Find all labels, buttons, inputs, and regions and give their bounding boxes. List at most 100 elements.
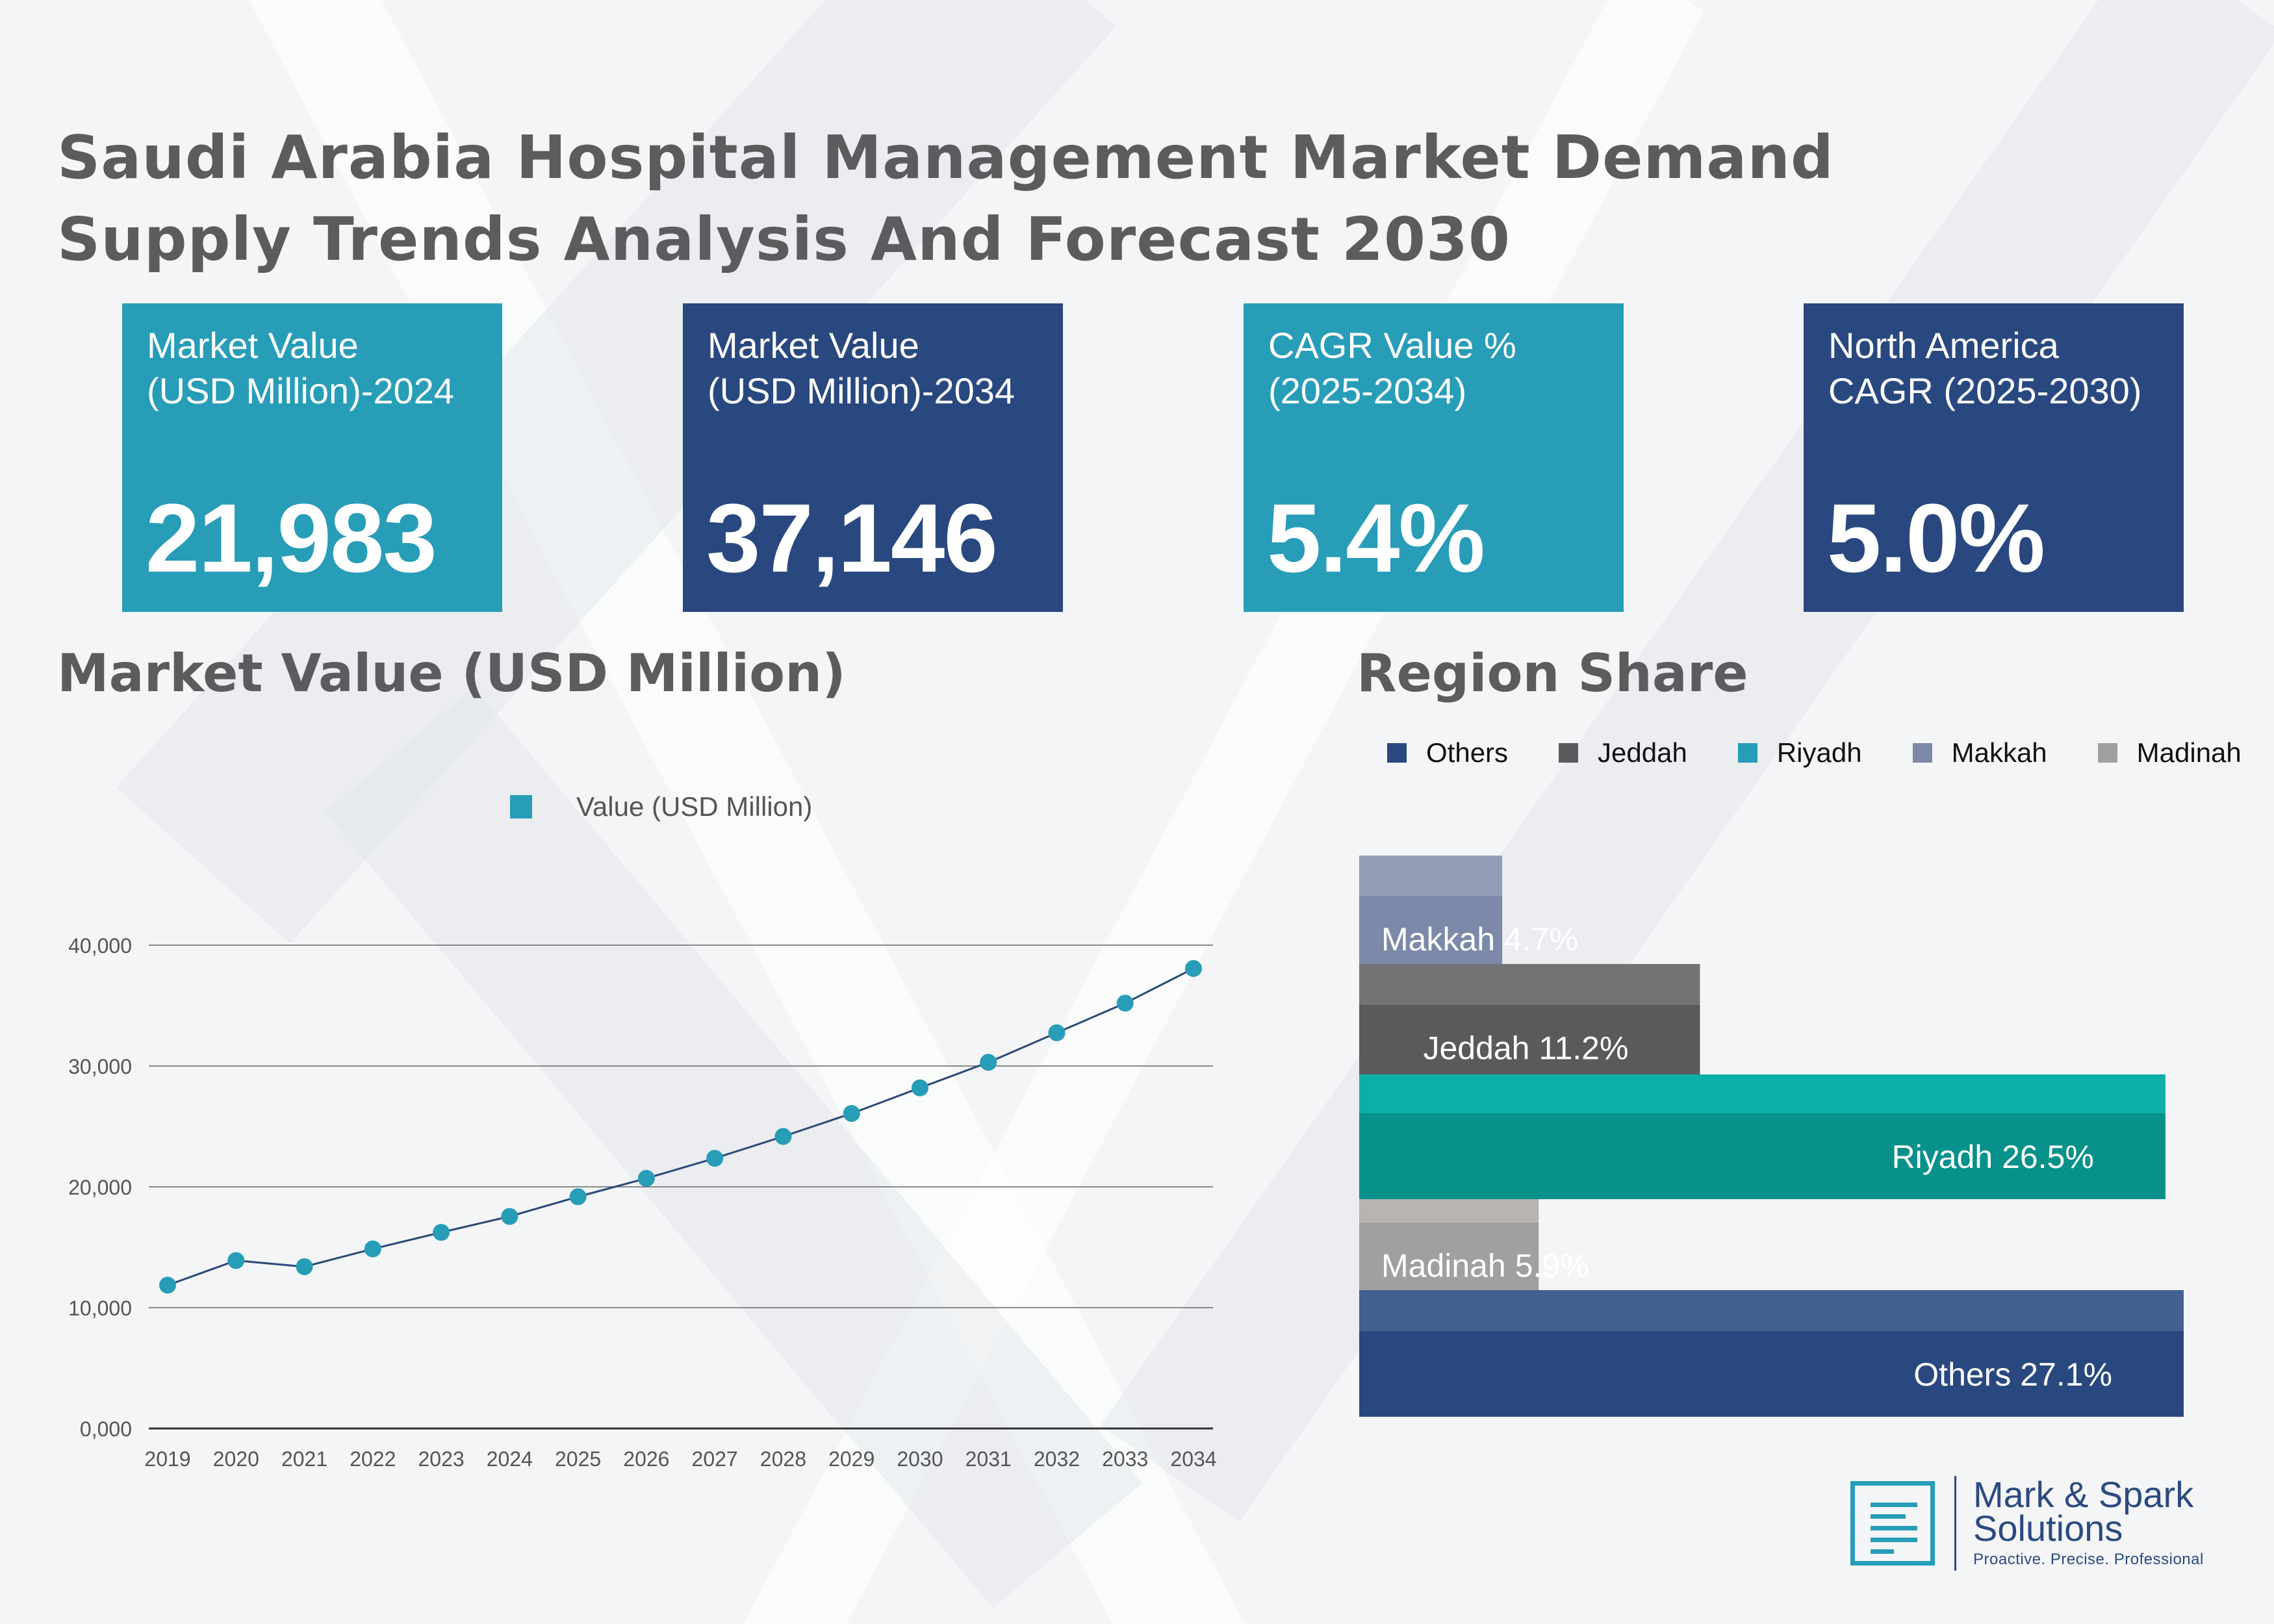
x-tick-label: 2021 [281, 1447, 327, 1471]
logo-name-line2: Solutions [1973, 1508, 2123, 1549]
legend-item-others: Others [1387, 737, 1508, 768]
series-line [167, 967, 1194, 1286]
region-chart-legend: Others Jeddah Riyadh Makkah Madinah [1387, 737, 2242, 768]
logo-name-line1: Mark & Spark [1973, 1474, 2194, 1515]
line-chart: 0,000 10,000 20,000 30,000 40,000 2019 2020 202… [68, 934, 1216, 1471]
data-point-2024 [501, 1208, 518, 1225]
data-point-2029 [843, 1105, 860, 1123]
kpi-value: 37,146 [706, 483, 998, 592]
legend-item-madinah: Madinah [2097, 737, 2242, 768]
bar-riyadh [1359, 1113, 2165, 1199]
kpi-card-north-america-cagr: North America CAGR (2025-2030) 5.0% [1804, 303, 2184, 612]
x-tick-label: 2023 [418, 1447, 464, 1471]
y-tick-label: 20,000 [68, 1176, 132, 1199]
data-point-2031 [980, 1054, 997, 1071]
bar-top-riyadh [1359, 1074, 2165, 1113]
data-point-2026 [637, 1169, 655, 1187]
kpi-label: CAGR Value % (2025-2034) [1268, 323, 1516, 414]
kpi-card-cagr: CAGR Value % (2025-2034) 5.4% [1244, 303, 1624, 612]
bar-top-jeddah [1359, 964, 1700, 1005]
legend-label: Jeddah [1598, 737, 1687, 768]
kpi-label: Market Value (USD Million)-2024 [147, 323, 454, 414]
data-label-others: Others 27.1% [1913, 1356, 2112, 1393]
x-tick-label: 2027 [692, 1447, 738, 1471]
data-label-makkah: Makkah 4.7% [1381, 921, 1578, 958]
data-point-2034 [1185, 959, 1202, 977]
kpi-label: North America CAGR (2025-2030) [1828, 323, 2141, 414]
kpi-value: 21,983 [146, 483, 437, 592]
data-point-2028 [774, 1128, 792, 1145]
data-point-2033 [1116, 995, 1134, 1012]
legend-label: Makkah [1951, 737, 2047, 768]
kpi-card-market-value-2024: Market Value (USD Million)-2024 21,983 [122, 303, 502, 612]
data-point-2027 [706, 1150, 724, 1167]
legend-item-makkah: Makkah [1912, 737, 2047, 768]
y-tick-label: 40,000 [68, 934, 132, 958]
legend-label: Riyadh [1776, 737, 1862, 768]
kpi-label-line2: (USD Million)-2034 [708, 370, 1016, 411]
kpi-label-line2: (USD Million)-2024 [147, 370, 455, 411]
company-logo: Mark & Spark Solutions Proactive. Precis… [1850, 1476, 2204, 1571]
kpi-label-line1: North America [1828, 325, 2059, 366]
region-chart-title: Region Share [1357, 643, 1748, 704]
kpi-value: 5.0% [1827, 483, 2045, 592]
legend-swatch [2097, 743, 2117, 763]
line-chart-title: Market Value (USD Million) [57, 643, 846, 704]
legend-swatch [1387, 743, 1407, 763]
legend-label: Value (USD Million) [576, 791, 813, 822]
kpi-label-line1: CAGR Value % [1268, 325, 1516, 366]
y-tick-label: 0,000 [80, 1417, 132, 1441]
legend-item-riyadh: Riyadh [1737, 737, 1862, 768]
data-label-madinah: Madinah 5.9% [1381, 1248, 1589, 1284]
data-label-jeddah: Jeddah 11.2% [1423, 1030, 1628, 1067]
x-tick-label: 2028 [760, 1447, 806, 1471]
logo-tagline: Proactive. Precise. Professional [1973, 1551, 2204, 1568]
x-tick-label: 2020 [213, 1447, 259, 1471]
legend-swatch [1559, 743, 1579, 763]
kpi-label-line2: (2025-2034) [1268, 370, 1467, 411]
legend-label: Madinah [2136, 737, 2242, 768]
bar-top-madinah [1359, 1199, 1539, 1223]
data-point-2021 [296, 1258, 313, 1275]
legend-swatch [1737, 743, 1757, 763]
legend-swatch [510, 795, 532, 818]
logo-divider [1954, 1476, 1956, 1571]
region-bar-chart: Makkah 4.7% Jeddah 11.2% Riyadh 26.5% Madin… [1359, 856, 2184, 1417]
x-tick-label: 2022 [350, 1447, 396, 1471]
kpi-label-line1: Market Value [708, 325, 919, 366]
bar-top-others [1359, 1290, 2184, 1331]
bar-others [1359, 1331, 2184, 1417]
x-tick-label: 2033 [1102, 1447, 1148, 1471]
kpi-label: Market Value (USD Million)-2034 [708, 323, 1015, 414]
x-tick-label: 2025 [555, 1447, 601, 1471]
page-title: Saudi Arabia Hospital Management Market … [57, 123, 1834, 274]
kpi-label-line2: CAGR (2025-2030) [1828, 370, 2142, 411]
x-tick-label: 2019 [144, 1447, 190, 1471]
legend-item-jeddah: Jeddah [1559, 737, 1687, 768]
x-tick-label: 2034 [1170, 1447, 1216, 1471]
kpi-card-market-value-2034: Market Value (USD Million)-2034 37,146 [683, 303, 1063, 612]
y-tick-label: 30,000 [68, 1055, 132, 1078]
data-point-2032 [1048, 1024, 1066, 1041]
data-point-2025 [569, 1188, 587, 1206]
x-tick-label: 2032 [1034, 1447, 1080, 1471]
x-tick-label: 2024 [487, 1447, 533, 1471]
data-point-2022 [364, 1240, 381, 1258]
line-chart-legend: Value (USD Million) [510, 791, 812, 822]
legend-swatch [1912, 743, 1932, 763]
x-tick-label: 2026 [623, 1447, 669, 1471]
document-icon [1850, 1481, 1935, 1566]
data-label-riyadh: Riyadh 26.5% [1892, 1139, 2094, 1175]
x-tick-label: 2030 [897, 1447, 943, 1471]
kpi-label-line1: Market Value [147, 325, 359, 366]
bar-top-makkah [1359, 856, 1503, 896]
data-point-2019 [159, 1276, 176, 1294]
data-point-2023 [433, 1224, 450, 1241]
x-tick-label: 2029 [828, 1447, 875, 1471]
data-point-2030 [911, 1079, 928, 1097]
y-tick-label: 10,000 [68, 1297, 132, 1320]
kpi-value: 5.4% [1267, 483, 1485, 592]
legend-label: Others [1426, 737, 1509, 768]
x-tick-label: 2031 [965, 1447, 1012, 1471]
data-point-2020 [227, 1252, 245, 1269]
